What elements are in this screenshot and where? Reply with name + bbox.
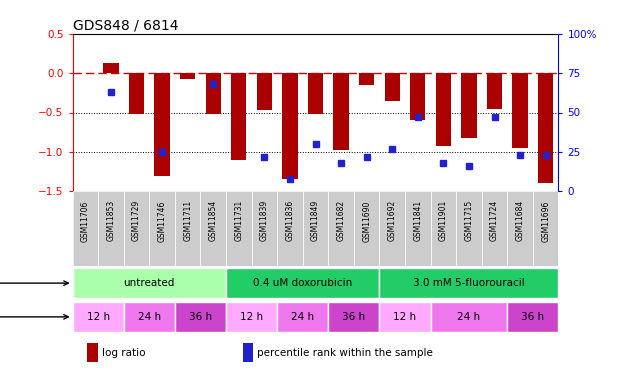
Text: 12 h: 12 h: [86, 312, 110, 322]
Bar: [226, 268, 379, 298]
Bar: [538, 73, 553, 183]
Bar: [155, 73, 170, 176]
Bar: [481, 191, 507, 266]
Bar: [308, 73, 323, 114]
Text: GSM11684: GSM11684: [516, 200, 524, 242]
Text: 12 h: 12 h: [240, 312, 263, 322]
Bar: [180, 73, 196, 80]
Bar: [201, 191, 226, 266]
Bar: [257, 73, 272, 110]
Bar: [252, 191, 277, 266]
Text: 24 h: 24 h: [291, 312, 314, 322]
Bar: [243, 343, 253, 362]
Bar: [277, 191, 303, 266]
Text: GSM11711: GSM11711: [183, 200, 192, 242]
Bar: [435, 73, 451, 146]
Bar: [124, 302, 175, 332]
Bar: [487, 73, 502, 109]
Bar: [410, 73, 425, 120]
Text: 36 h: 36 h: [189, 312, 212, 322]
Bar: [507, 302, 558, 332]
Text: GSM11729: GSM11729: [132, 200, 141, 242]
Text: GSM11839: GSM11839: [260, 200, 269, 242]
Bar: [359, 73, 374, 85]
Text: GSM11690: GSM11690: [362, 200, 371, 242]
Bar: [333, 73, 349, 150]
Bar: [328, 191, 354, 266]
Bar: [533, 191, 558, 266]
Text: agent: agent: [0, 278, 68, 288]
Text: GSM11715: GSM11715: [464, 200, 473, 242]
Text: GSM11696: GSM11696: [541, 200, 550, 242]
Text: GSM11692: GSM11692: [387, 200, 397, 242]
Bar: [507, 191, 533, 266]
Bar: [303, 191, 328, 266]
Bar: [175, 191, 201, 266]
Bar: [384, 73, 400, 101]
Text: untreated: untreated: [124, 278, 175, 288]
Text: GSM11682: GSM11682: [336, 200, 346, 242]
Bar: [87, 343, 98, 362]
Text: GSM11854: GSM11854: [209, 200, 218, 242]
Bar: [277, 302, 328, 332]
Bar: [226, 191, 252, 266]
Bar: [379, 302, 430, 332]
Text: 24 h: 24 h: [138, 312, 161, 322]
Bar: [73, 268, 226, 298]
Bar: [150, 191, 175, 266]
Text: time: time: [0, 312, 68, 322]
Text: GSM11724: GSM11724: [490, 200, 499, 242]
Text: GSM11836: GSM11836: [285, 200, 295, 242]
Bar: [98, 191, 124, 266]
Bar: [73, 302, 124, 332]
Bar: [379, 268, 558, 298]
Text: percentile rank within the sample: percentile rank within the sample: [257, 348, 433, 357]
Bar: [328, 302, 379, 332]
Bar: [461, 73, 476, 138]
Text: GSM11706: GSM11706: [81, 200, 90, 242]
Text: GSM11841: GSM11841: [413, 200, 422, 242]
Bar: [206, 73, 221, 114]
Bar: [175, 302, 226, 332]
Text: 0.4 uM doxorubicin: 0.4 uM doxorubicin: [253, 278, 352, 288]
Bar: [430, 191, 456, 266]
Text: 24 h: 24 h: [457, 312, 480, 322]
Text: log ratio: log ratio: [102, 348, 145, 357]
Bar: [430, 302, 507, 332]
Bar: [379, 191, 405, 266]
Bar: [354, 191, 379, 266]
Bar: [129, 73, 144, 114]
Bar: [456, 191, 481, 266]
Bar: [226, 302, 277, 332]
Text: 3.0 mM 5-fluorouracil: 3.0 mM 5-fluorouracil: [413, 278, 525, 288]
Text: GDS848 / 6814: GDS848 / 6814: [73, 19, 178, 33]
Bar: [231, 73, 247, 160]
Text: GSM11746: GSM11746: [158, 200, 167, 242]
Text: GSM11849: GSM11849: [311, 200, 320, 242]
Bar: [512, 73, 528, 148]
Bar: [73, 191, 98, 266]
Text: GSM11853: GSM11853: [107, 200, 115, 242]
Bar: [282, 73, 298, 179]
Bar: [124, 191, 150, 266]
Text: 36 h: 36 h: [521, 312, 545, 322]
Text: GSM11731: GSM11731: [234, 200, 244, 242]
Bar: [405, 191, 430, 266]
Bar: [103, 63, 119, 73]
Text: GSM11901: GSM11901: [439, 200, 448, 242]
Text: 36 h: 36 h: [342, 312, 365, 322]
Text: 12 h: 12 h: [394, 312, 416, 322]
